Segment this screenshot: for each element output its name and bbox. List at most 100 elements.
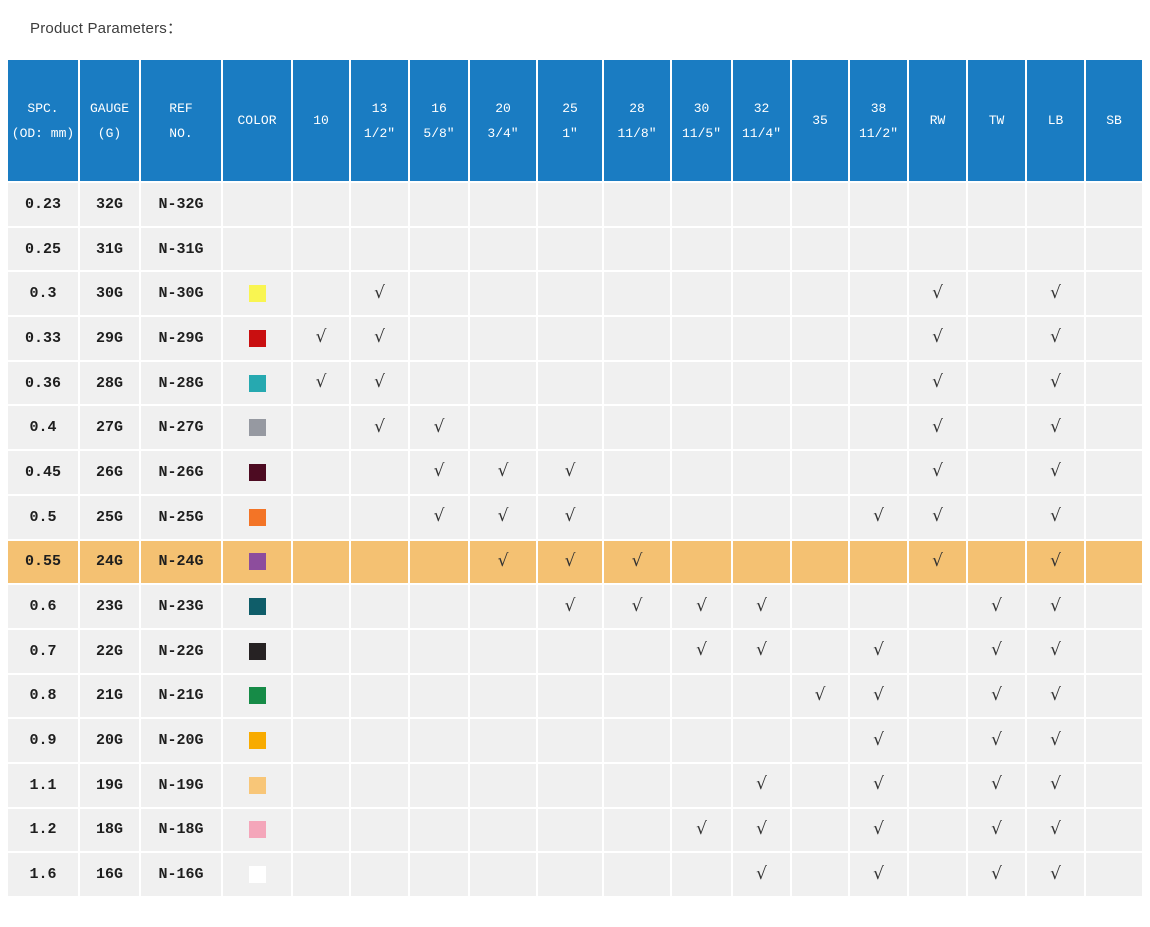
spc-cell: 1.1: [6, 761, 80, 809]
check-cell-35: [790, 761, 850, 809]
check-cell-SB: [1084, 181, 1144, 228]
column-header-label: LB: [1047, 113, 1064, 128]
check-cell-20: [468, 270, 538, 318]
check-mark: √: [991, 595, 1002, 616]
check-cell-35: [790, 717, 850, 764]
check-cell-25: [536, 806, 604, 854]
check-cell-32: [731, 493, 792, 541]
check-cell-16: [408, 583, 470, 630]
check-cell-LB: √: [1025, 270, 1086, 318]
ref-no-cell: N-18G: [139, 806, 223, 854]
check-cell-35: [790, 181, 850, 228]
color-swatch: [248, 463, 266, 481]
check-mark: √: [1050, 818, 1061, 839]
check-mark: √: [497, 461, 509, 482]
color-swatch: [248, 776, 266, 794]
ref-no-cell: N-20G: [139, 717, 223, 764]
check-cell-RW: √: [907, 270, 968, 318]
page-title: Product Parameters：: [30, 20, 183, 37]
check-mark: √: [497, 550, 509, 571]
check-mark: √: [756, 774, 767, 795]
check-cell-28: [602, 404, 672, 452]
check-cell-13: [349, 761, 410, 809]
check-mark: √: [932, 506, 943, 527]
check-cell-RW: √: [907, 404, 968, 452]
check-mark: √: [991, 863, 1002, 884]
column-header-LB: LB: [1025, 58, 1086, 183]
check-cell-13: [349, 493, 410, 541]
column-header-label: 13: [371, 100, 388, 116]
gauge-cell: 28G: [78, 359, 141, 407]
column-header-spc: SPC. (OD: mm): [6, 58, 80, 183]
check-cell-16: [408, 270, 470, 318]
check-mark: √: [991, 729, 1002, 750]
check-cell-28: √: [602, 538, 672, 586]
check-mark: √: [932, 550, 943, 571]
check-cell-32: [731, 181, 792, 228]
check-cell-RW: √: [907, 315, 968, 362]
column-header-label: SB: [1106, 113, 1122, 128]
spc-cell: 0.3: [6, 270, 80, 318]
check-cell-38: [848, 181, 909, 228]
check-cell-LB: [1025, 225, 1086, 273]
check-mark: √: [433, 461, 445, 482]
check-cell-30: √: [670, 583, 733, 630]
color-swatch: [248, 598, 266, 616]
check-mark: √: [1050, 461, 1061, 482]
check-cell-20: [468, 359, 538, 407]
check-cell-RW: [907, 806, 968, 854]
ref-no-cell: N-28G: [139, 359, 223, 407]
check-mark: √: [1050, 282, 1061, 303]
check-cell-35: [790, 315, 850, 362]
check-mark: √: [315, 327, 327, 348]
ref-no-cell: N-23G: [139, 583, 223, 630]
check-cell-38: [848, 270, 909, 318]
check-cell-TW: [966, 449, 1027, 496]
check-cell-LB: √: [1025, 627, 1086, 675]
check-cell-20: [468, 761, 538, 809]
check-cell-25: [536, 270, 604, 318]
check-cell-LB: √: [1025, 404, 1086, 452]
check-cell-13: [349, 806, 410, 854]
column-header-28: 28 11/8″: [602, 58, 672, 183]
check-cell-32: √: [731, 851, 792, 898]
column-header-label: 11/4″: [741, 125, 781, 141]
check-cell-16: [408, 225, 470, 273]
column-header-TW: TW: [966, 58, 1027, 183]
check-cell-TW: [966, 493, 1027, 541]
check-cell-10: [291, 270, 351, 318]
check-cell-SB: [1084, 583, 1144, 630]
check-cell-SB: [1084, 761, 1144, 809]
ref-no-cell: N-27G: [139, 404, 223, 452]
check-cell-10: [291, 627, 351, 675]
check-mark: √: [564, 550, 576, 571]
check-cell-32: [731, 225, 792, 273]
check-mark: √: [1050, 372, 1061, 393]
check-mark: √: [873, 863, 884, 884]
check-cell-TW: √: [966, 806, 1027, 854]
check-cell-35: [790, 270, 850, 318]
table-wrap: SPC. (OD: mm) GAUGE (G) REF NO. COLOR 10 13 1/2″ 1…: [6, 58, 1150, 898]
ref-no-cell: N-26G: [139, 449, 223, 496]
check-mark: √: [873, 506, 884, 527]
ref-no-cell: N-25G: [139, 493, 223, 541]
color-cell: [221, 270, 293, 318]
table-row: 0.5 25G N-25G √ √ √ √ √ √: [6, 493, 1144, 541]
check-cell-10: [291, 404, 351, 452]
check-cell-38: [848, 449, 909, 496]
check-cell-RW: [907, 181, 968, 228]
check-cell-35: [790, 449, 850, 496]
check-cell-30: [670, 359, 733, 407]
check-cell-LB: √: [1025, 449, 1086, 496]
check-cell-RW: [907, 583, 968, 630]
color-cell: [221, 538, 293, 586]
check-mark: √: [932, 416, 943, 437]
check-cell-30: [670, 181, 733, 228]
gauge-cell: 29G: [78, 315, 141, 362]
check-cell-16: [408, 672, 470, 720]
spc-cell: 0.5: [6, 493, 80, 541]
check-cell-30: [670, 270, 733, 318]
check-cell-LB: √: [1025, 315, 1086, 362]
spc-cell: 0.33: [6, 315, 80, 362]
check-cell-13: [349, 851, 410, 898]
